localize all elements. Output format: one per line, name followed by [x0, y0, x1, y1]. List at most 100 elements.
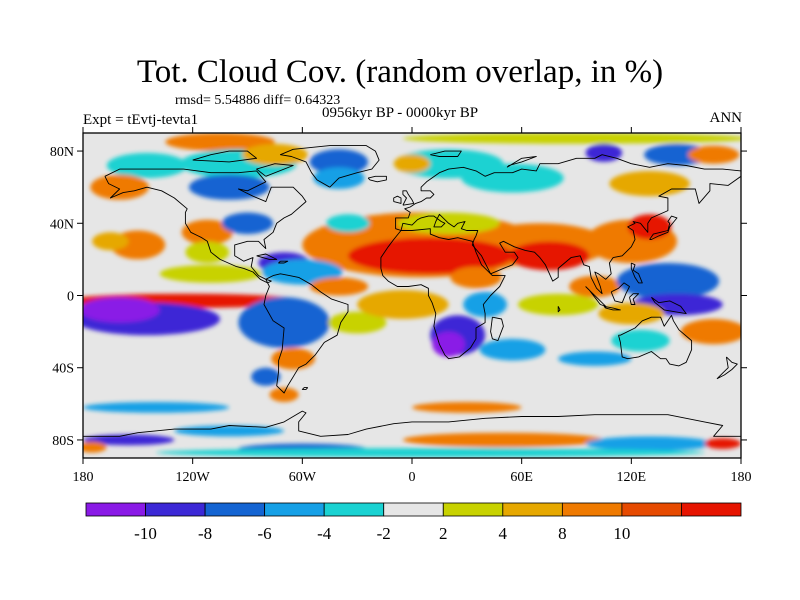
anomaly-region-40: [357, 290, 449, 319]
colorbar-label-6: 4: [499, 524, 508, 543]
colorbar: -10 -8 -6 -4 -2 2 4 8 10: [85, 502, 742, 543]
anomaly-region-54: [269, 387, 299, 402]
coastline-4: [618, 314, 693, 367]
period-label: 0956kyr BP - 0000kyr BP: [322, 105, 479, 121]
y-tick-label-4: 80S: [52, 434, 74, 449]
anomaly-region-1: [165, 133, 275, 151]
anomaly-region-35: [159, 264, 263, 283]
coastline-18: [301, 387, 309, 390]
coastline-7: [393, 195, 402, 204]
colorbar-swatch-0: [85, 502, 146, 517]
anomaly-region-30: [262, 259, 343, 285]
anomaly-region-19: [508, 241, 590, 271]
anomaly-region-27: [185, 241, 230, 263]
coastline-14: [651, 296, 687, 315]
coastline-11: [603, 305, 621, 311]
coastlines: [83, 145, 741, 437]
anomaly-region-39: [328, 311, 387, 334]
anomaly-region-18: [348, 237, 513, 274]
coastline-1: [263, 273, 349, 394]
colorbar-label-2: -6: [258, 524, 272, 543]
coastline-24: [506, 156, 537, 168]
coastline-25: [557, 306, 561, 313]
colorbar-swatch-4: [323, 502, 385, 517]
coastline-5: [279, 145, 380, 188]
season-label: ANN: [709, 110, 743, 126]
stats-label: rmsd= 5.54886 diff= 0.64323: [175, 93, 341, 108]
coastline-12: [610, 282, 630, 304]
x-tick-label-6: 180: [731, 470, 752, 485]
anomaly-region-23: [627, 214, 672, 240]
anomaly-region-47: [569, 275, 621, 298]
colorbar-swatch-6: [442, 502, 504, 517]
anomaly-region-26: [181, 219, 233, 245]
anomaly-region-28: [221, 212, 274, 235]
anomaly-region-46: [518, 293, 599, 316]
coastline-26: [83, 410, 741, 437]
y-tick-label-0: 80N: [50, 145, 74, 160]
anomaly-region-64: [704, 438, 741, 449]
colorbar-label-1: -8: [198, 524, 212, 543]
colorbar-swatch-8: [561, 502, 623, 517]
coastline-21: [256, 163, 294, 177]
coastline-16: [716, 356, 738, 380]
anomaly-region-58: [174, 425, 284, 437]
anomaly-region-31: [326, 214, 370, 233]
anomaly-region-37: [271, 347, 316, 370]
anomaly-region-8: [585, 143, 623, 162]
colorbar-swatch-3: [264, 502, 325, 517]
anomaly-region-65: [156, 448, 705, 458]
anomaly-region-44: [450, 266, 502, 289]
y-tick-label-3: 40S: [52, 362, 74, 377]
coastline-22: [192, 150, 258, 163]
anomaly-region-42: [432, 331, 465, 357]
coastline-2: [380, 228, 506, 360]
colorbar-swatch-2: [204, 502, 266, 517]
colorbar-label-0: -10: [134, 524, 157, 543]
coastline-9: [649, 215, 678, 240]
x-tick-label-0: 180: [73, 470, 94, 485]
chart-title: Tot. Cloud Cov. (random overlap, in %): [136, 54, 664, 90]
anomaly-region-48: [616, 263, 720, 300]
anomaly-region-57: [412, 402, 522, 413]
x-tick-label-1: 120W: [176, 470, 211, 485]
colorbar-label-5: 2: [439, 524, 448, 543]
x-tick-label-5: 120E: [617, 470, 647, 485]
coastline-3: [395, 154, 741, 295]
anomaly-region-10: [688, 145, 740, 164]
coastline-8: [367, 175, 387, 183]
coastline-23: [430, 150, 462, 157]
anomaly-region-11: [461, 163, 564, 193]
coastline-17: [490, 316, 504, 342]
anomaly-region-13: [90, 174, 149, 200]
coastline-20: [278, 260, 289, 264]
x-tick-label-4: 60E: [510, 470, 533, 485]
anomaly-region-50: [598, 302, 665, 325]
anomaly-region-25: [92, 232, 129, 251]
colorbar-label-7: 8: [558, 524, 567, 543]
anomaly-region-36: [238, 297, 330, 348]
anomaly-region-15: [189, 174, 270, 200]
anomaly-region-52: [611, 329, 670, 352]
colorbar-swatch-9: [621, 502, 682, 517]
colorbar-label-4: -2: [377, 524, 391, 543]
coastline-15: [630, 262, 643, 284]
coastline-6: [402, 190, 415, 206]
colorbar-label-3: -4: [317, 524, 332, 543]
anomaly-region-59: [83, 434, 175, 446]
map-axes: 180 120W 60W 0 60E 120E 180 80N 40N 0 40S 80S: [50, 127, 752, 485]
anomaly-region-51: [680, 319, 741, 345]
colorbar-swatch-10: [681, 502, 742, 517]
anomaly-region-63: [585, 436, 714, 451]
coastline-13: [629, 293, 640, 305]
anomaly-region-4: [106, 152, 188, 179]
x-tick-label-2: 60W: [289, 470, 317, 485]
anomaly-region-55: [251, 367, 281, 386]
experiment-label: Expt = tEvtj-tevta1: [83, 112, 199, 128]
coastline-0: [104, 168, 307, 284]
coastline-19: [256, 253, 278, 260]
anomaly-region-60: [83, 441, 107, 453]
anomaly-region-43: [463, 291, 507, 318]
colorbar-label-8: 10: [613, 524, 630, 543]
